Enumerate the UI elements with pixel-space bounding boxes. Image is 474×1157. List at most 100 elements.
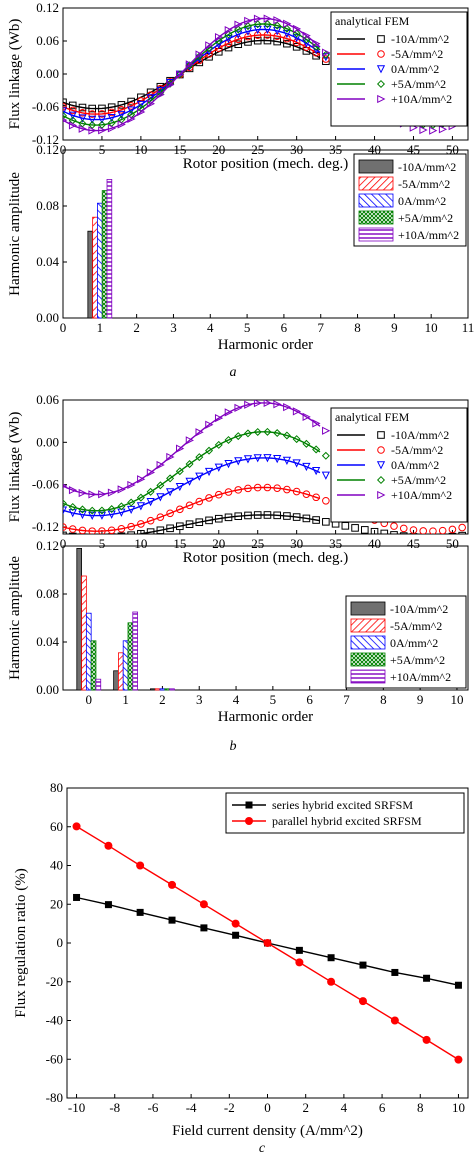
fem-marker [88,126,97,135]
fem-marker [97,511,107,520]
data-point [72,822,81,831]
fem-marker [419,527,428,534]
harmonic-bar [92,216,98,319]
x-tick-label: 5 [99,536,106,551]
x-tick-label: 4 [341,1100,348,1115]
data-point [200,924,208,932]
legend-marker [377,94,386,104]
data-point [454,981,462,989]
legend-marker [376,65,386,74]
fem-marker [273,32,281,41]
fem-marker [273,484,281,492]
fem-marker [166,80,175,89]
analytical-line [134,514,321,534]
fem-marker [224,39,233,48]
y-tick-label: -20 [46,974,63,989]
harmonic-bar [97,202,103,319]
legend-label: +5A/mm^2 [390,653,445,667]
fem-marker [68,525,77,533]
x-tick-label: 6 [306,692,313,707]
fem-marker [88,115,97,124]
data-point [422,1035,431,1044]
x-tick-label: 0 [60,320,67,335]
legend-header: analytical FEM [335,410,410,424]
legend-label: -10A/mm^2 [398,160,456,174]
fem-marker [185,501,194,510]
legend-header: analytical FEM [335,14,410,28]
fem-marker [283,34,291,43]
y-tick-label: 0.08 [36,198,59,213]
data-point [231,919,240,928]
fem-marker [390,522,398,530]
y-axis-label: Harmonic amplitude [7,556,23,680]
fem-marker [243,455,253,464]
data-point [168,916,176,924]
legend-label: +10A/mm^2 [398,228,459,242]
fem-marker [146,99,156,108]
fem-marker [68,101,77,110]
fem-marker [195,453,204,462]
fem-marker [63,102,67,111]
x-tick-label: 2 [159,692,166,707]
x-tick-label: 35 [329,536,342,551]
fem-marker [438,526,447,534]
fem-marker [214,440,223,449]
data-point [136,908,144,916]
x-tick-label: 30 [290,536,303,551]
fem-marker [117,485,126,494]
fem-marker [292,513,301,521]
x-tick-label: 11 [462,320,474,335]
fem-marker [68,121,78,130]
y-tick-label: 20 [50,896,63,911]
fem-marker [117,101,126,109]
fem-marker [205,516,213,525]
fem-marker [146,528,155,534]
fem-marker [88,104,97,113]
x-tick-label: -4 [186,1100,197,1115]
y-tick-label: 0.08 [36,586,59,601]
fem-marker [312,516,320,524]
legend-marker [377,50,385,58]
harmonic-bar [101,190,108,319]
fem-marker [458,523,466,532]
fem-marker [78,103,87,112]
fem-marker [63,483,68,489]
fem-marker [98,126,107,135]
fem-marker [282,24,291,33]
x-tick-label: -10 [68,1100,85,1115]
fem-marker [107,505,116,514]
fem-marker [292,487,301,496]
harmonic-bar [81,575,87,691]
fem-marker [448,532,457,534]
x-tick-label: 4 [233,692,240,707]
legend-box [225,792,465,834]
data-point [359,961,367,969]
x-tick-label: 9 [391,320,398,335]
caption-b: b [230,739,237,754]
fem-marker [234,512,243,521]
x-tick-label: -8 [109,1100,120,1115]
y-tick-label: 0.04 [36,254,59,269]
harmonic-bar [85,612,92,691]
fem-marker [88,490,97,499]
fem-marker [137,107,146,117]
fem-marker [282,29,292,39]
fem-marker [146,94,155,103]
x-tick-label: 25 [251,536,264,551]
fem-marker [146,516,155,525]
y-axis-label: Harmonic amplitude [7,172,23,296]
fem-marker [185,436,194,445]
x-tick-label: 2 [133,320,140,335]
data-point [136,861,145,870]
fem-marker [283,39,291,48]
fem-marker [88,110,97,118]
x-tick-label: 10 [452,1100,465,1115]
y-tick-label: -0.12 [32,132,59,147]
fem-marker [273,21,282,30]
legend-swatch [350,652,386,667]
x-tick-label: 4 [207,320,214,335]
fem-marker [175,482,184,492]
fem-marker [185,60,194,69]
fem-marker [224,26,233,35]
fem-marker [292,435,301,444]
